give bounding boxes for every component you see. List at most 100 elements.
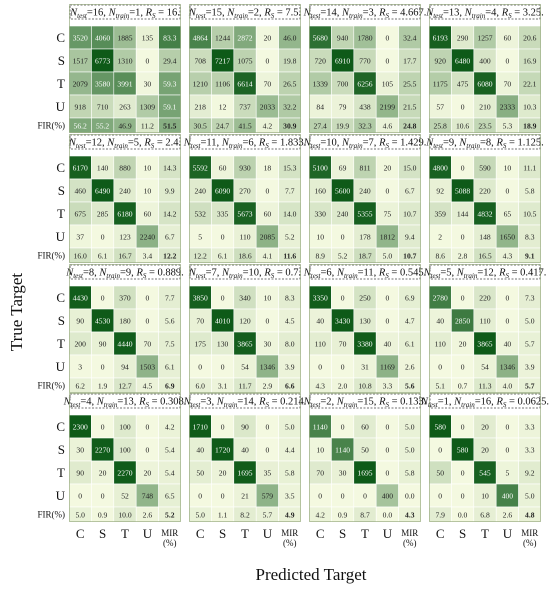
cell-value: 6773: [95, 56, 110, 65]
panel-title-box: [429, 393, 541, 409]
cell-value: 748: [142, 491, 154, 500]
cell-value: 10: [264, 293, 272, 302]
fir-cell: [398, 247, 422, 264]
cell-value: 250: [359, 293, 371, 302]
cell-value: 11.2: [141, 121, 154, 130]
cell-value: 0: [101, 293, 105, 302]
cell-value: 0: [506, 293, 510, 302]
column-tick-label-unit: (%): [163, 538, 177, 548]
cell-value: 3.4: [143, 251, 153, 260]
cell-value: 0: [506, 186, 510, 195]
cell-value: 5.4: [165, 445, 175, 454]
cell-value: 700: [337, 79, 349, 88]
y-axis-title: True Target: [7, 273, 26, 352]
fir-cell: [158, 377, 182, 394]
cell-value: 5.3: [503, 121, 513, 130]
cell-value: 4440: [117, 339, 132, 348]
cell-value: 110: [435, 339, 446, 348]
cell-value: 92: [436, 186, 444, 195]
fir-cell: [278, 377, 302, 394]
cell-value: 1106: [215, 79, 230, 88]
cell-value: 1346: [500, 362, 515, 371]
cell-value: 5.0: [285, 422, 295, 431]
cell-value: 5.0: [75, 510, 85, 519]
column-tick-label: C: [316, 526, 325, 541]
cell-value: 220: [479, 186, 491, 195]
panel-title-box: [429, 4, 541, 20]
cell-value: 41.5: [238, 121, 251, 130]
cell-value: 5.0: [525, 491, 535, 500]
column-tick-label: C: [436, 526, 445, 541]
panel-title-box: [69, 393, 181, 409]
cell-value: 22.1: [523, 79, 536, 88]
cell-value: 2.6: [405, 362, 415, 371]
row-tick-label: U: [56, 488, 66, 503]
cell-value: 3.9: [525, 362, 535, 371]
panel-title-box: [189, 4, 301, 20]
cell-value: 11.1: [523, 163, 536, 172]
cell-value: 0: [341, 362, 345, 371]
column-tick-label: S: [219, 526, 226, 541]
cell-value: 580: [435, 422, 447, 431]
cell-value: 0: [438, 491, 442, 500]
column-tick-label-unit: (%): [523, 538, 537, 548]
cell-value: 21.5: [403, 102, 416, 111]
cell-value: 340: [239, 293, 251, 302]
cell-value: 4800: [433, 163, 448, 172]
panel-title: Ntest=6, Ntrain=11, RS = 0.545.: [303, 268, 426, 281]
row-tick-label: T: [57, 465, 65, 480]
cell-value: 285: [97, 209, 109, 218]
panel-title: Ntest=8, Ntrain=9, RS = 0.889.: [65, 268, 184, 281]
cell-value: 4.9: [285, 510, 295, 519]
cell-value: 0: [386, 186, 390, 195]
cell-value: 8.7: [360, 510, 370, 519]
panel-title-box: [309, 4, 421, 20]
cell-value: 0: [78, 491, 82, 500]
cell-value: 0: [438, 362, 442, 371]
cell-value: 0: [101, 362, 105, 371]
cell-value: 5673: [237, 209, 252, 218]
fir-cell: [398, 117, 422, 134]
cell-value: 4.3: [503, 251, 513, 260]
panel-title: Ntest=9, Ntrain=8, RS = 1.125.: [425, 138, 544, 151]
cell-value: 4.4: [285, 445, 295, 454]
cell-value: 40: [504, 339, 512, 348]
cell-value: 59.1: [163, 102, 176, 111]
fir-cell: [278, 117, 302, 134]
cell-value: 1339: [313, 79, 328, 88]
row-tick-label: FIR(%): [38, 510, 66, 520]
column-tick-label: T: [361, 526, 369, 541]
cell-value: 2270: [95, 445, 110, 454]
confusion-matrix-panel: Ntest=14, Ntrain=3, RS = 4.667. 5680 940 17…: [303, 4, 426, 134]
panel-title-box: [69, 134, 181, 150]
cell-value: 18.7: [358, 251, 371, 260]
cell-value: 1503: [140, 362, 155, 371]
panel-title-box: [69, 4, 181, 20]
cell-value: 5.7: [525, 381, 535, 390]
cell-value: 1257: [477, 33, 492, 42]
cell-value: 0: [363, 491, 367, 500]
cell-value: 2.6: [143, 510, 153, 519]
column-tick-label: S: [99, 526, 106, 541]
column-tick-label: MIR: [521, 528, 538, 538]
confusion-matrix-panel: Ntest=15, Ntrain=2, RS = 7.5. 4864 1244 287…: [188, 4, 302, 134]
column-tick-label: U: [143, 526, 153, 541]
cell-value: 7.3: [525, 293, 535, 302]
cell-value: 0: [461, 491, 465, 500]
cell-value: 0: [221, 491, 225, 500]
cell-value: 0: [341, 422, 345, 431]
panel-title: Ntest=12, Ntrain=5, RS = 2.4.: [68, 138, 181, 151]
cell-value: 100: [119, 445, 131, 454]
cell-value: 120: [239, 316, 251, 325]
cell-value: 90: [99, 339, 107, 348]
cell-value: 16.5: [478, 251, 491, 260]
cell-value: 4.6: [383, 121, 393, 130]
cell-value: 14.0: [283, 209, 296, 218]
cell-value: 0: [221, 422, 225, 431]
fir-cell: [518, 117, 542, 134]
cell-value: 6.8: [480, 510, 490, 519]
cell-value: 770: [359, 56, 371, 65]
cell-value: 2079: [73, 79, 88, 88]
cell-value: 3430: [335, 316, 350, 325]
cell-value: 0: [506, 316, 510, 325]
